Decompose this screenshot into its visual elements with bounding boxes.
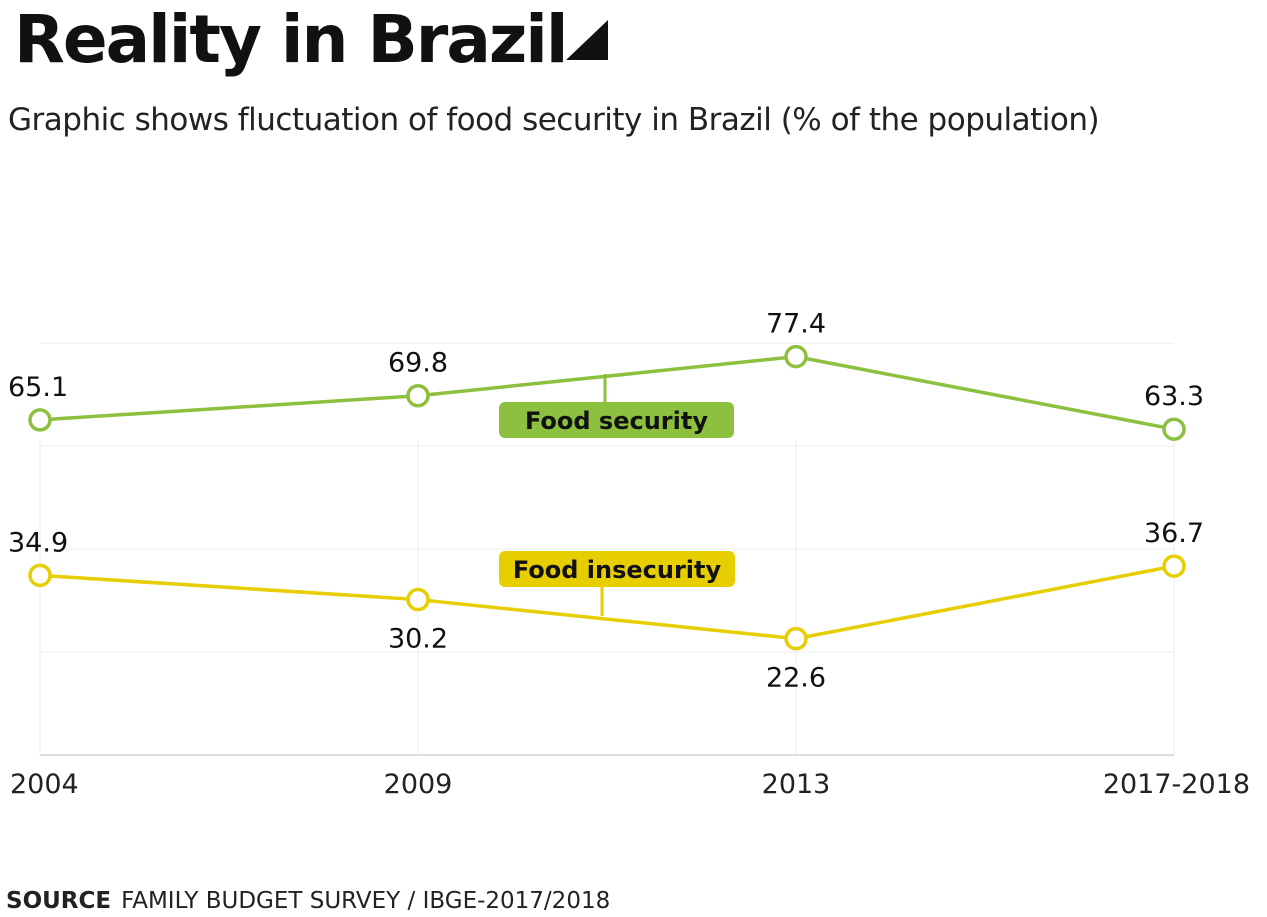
legend-label: Food insecurity — [513, 556, 722, 584]
data-point — [406, 587, 430, 612]
x-tick-label: 2009 — [384, 769, 453, 800]
source-label: SOURCE — [6, 888, 112, 914]
page-title: Reality in Brazil — [14, 1, 569, 78]
data-point — [1162, 554, 1186, 578]
legend-label: Food security — [525, 407, 708, 435]
data-point — [1162, 417, 1186, 441]
series-line-1 — [39, 564, 1175, 641]
x-tick-label: 2017-2018 — [1103, 769, 1250, 800]
data-point — [784, 344, 808, 369]
line-chart: 2004 2009 2013 2017-2018 65.1 69.8 77.4 63.3 34.… — [8, 309, 1250, 800]
page-subtitle: Graphic shows fluctuation of food securi… — [8, 102, 1100, 138]
data-point — [28, 408, 52, 432]
data-label: 22.6 — [766, 663, 826, 694]
data-label: 36.7 — [1144, 518, 1204, 549]
data-label: 63.3 — [1144, 381, 1204, 412]
data-label: 65.1 — [8, 372, 68, 403]
data-point — [406, 383, 430, 408]
series-line-0 — [39, 354, 1175, 431]
data-label: 69.8 — [388, 348, 448, 379]
data-point — [28, 563, 52, 588]
legend-tag — [499, 402, 734, 438]
x-tick-label: 2013 — [762, 769, 831, 800]
data-label: 30.2 — [388, 624, 448, 655]
triangle-corner-icon — [566, 20, 608, 60]
data-label: 77.4 — [766, 309, 826, 340]
data-point — [784, 626, 808, 651]
source-text: FAMILY BUDGET SURVEY / IBGE-2017/2018 — [121, 888, 611, 914]
source-note: SOURCE FAMILY BUDGET SURVEY / IBGE-2017/2… — [6, 886, 610, 916]
data-label: 34.9 — [8, 527, 68, 558]
x-tick-label: 2004 — [10, 769, 79, 800]
legend-tag — [499, 551, 735, 587]
